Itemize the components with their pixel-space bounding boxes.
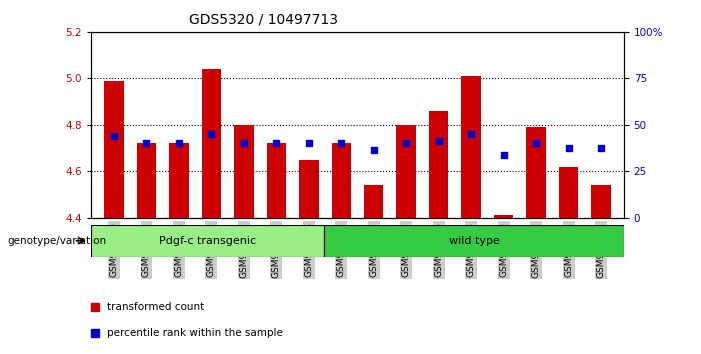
Text: GDS5320 / 10497713: GDS5320 / 10497713 bbox=[189, 12, 339, 27]
Bar bbox=[494, 215, 513, 218]
Bar bbox=[592, 185, 611, 218]
Point bbox=[596, 145, 607, 151]
Point bbox=[433, 138, 444, 144]
Point bbox=[368, 148, 379, 153]
Point bbox=[90, 330, 101, 336]
Text: percentile rank within the sample: percentile rank within the sample bbox=[107, 327, 283, 338]
Bar bbox=[137, 143, 156, 218]
Point bbox=[336, 141, 347, 146]
Point bbox=[271, 141, 282, 146]
Point bbox=[531, 141, 542, 146]
Bar bbox=[429, 111, 449, 218]
Bar bbox=[324, 225, 624, 257]
Point bbox=[465, 131, 477, 137]
Bar bbox=[332, 143, 351, 218]
Text: genotype/variation: genotype/variation bbox=[7, 236, 106, 246]
Bar bbox=[461, 76, 481, 218]
Bar bbox=[559, 167, 578, 218]
Point bbox=[401, 141, 412, 146]
Text: Pdgf-c transgenic: Pdgf-c transgenic bbox=[159, 236, 257, 246]
Point bbox=[90, 304, 101, 310]
Text: transformed count: transformed count bbox=[107, 302, 204, 312]
Bar bbox=[526, 127, 546, 218]
Point bbox=[238, 141, 250, 146]
Bar bbox=[91, 225, 324, 257]
Bar bbox=[397, 125, 416, 218]
Text: wild type: wild type bbox=[449, 236, 500, 246]
Point bbox=[498, 152, 510, 158]
Bar bbox=[324, 225, 624, 257]
Bar bbox=[169, 143, 189, 218]
Point bbox=[303, 141, 314, 146]
Point bbox=[141, 141, 152, 146]
Bar bbox=[299, 160, 318, 218]
Bar bbox=[364, 185, 383, 218]
Point bbox=[108, 133, 119, 139]
Bar bbox=[266, 143, 286, 218]
Bar bbox=[202, 69, 221, 218]
Bar bbox=[104, 81, 123, 218]
Point bbox=[563, 145, 574, 151]
Point bbox=[173, 141, 184, 146]
Bar bbox=[91, 225, 324, 257]
Point bbox=[205, 131, 217, 137]
Bar bbox=[234, 125, 254, 218]
